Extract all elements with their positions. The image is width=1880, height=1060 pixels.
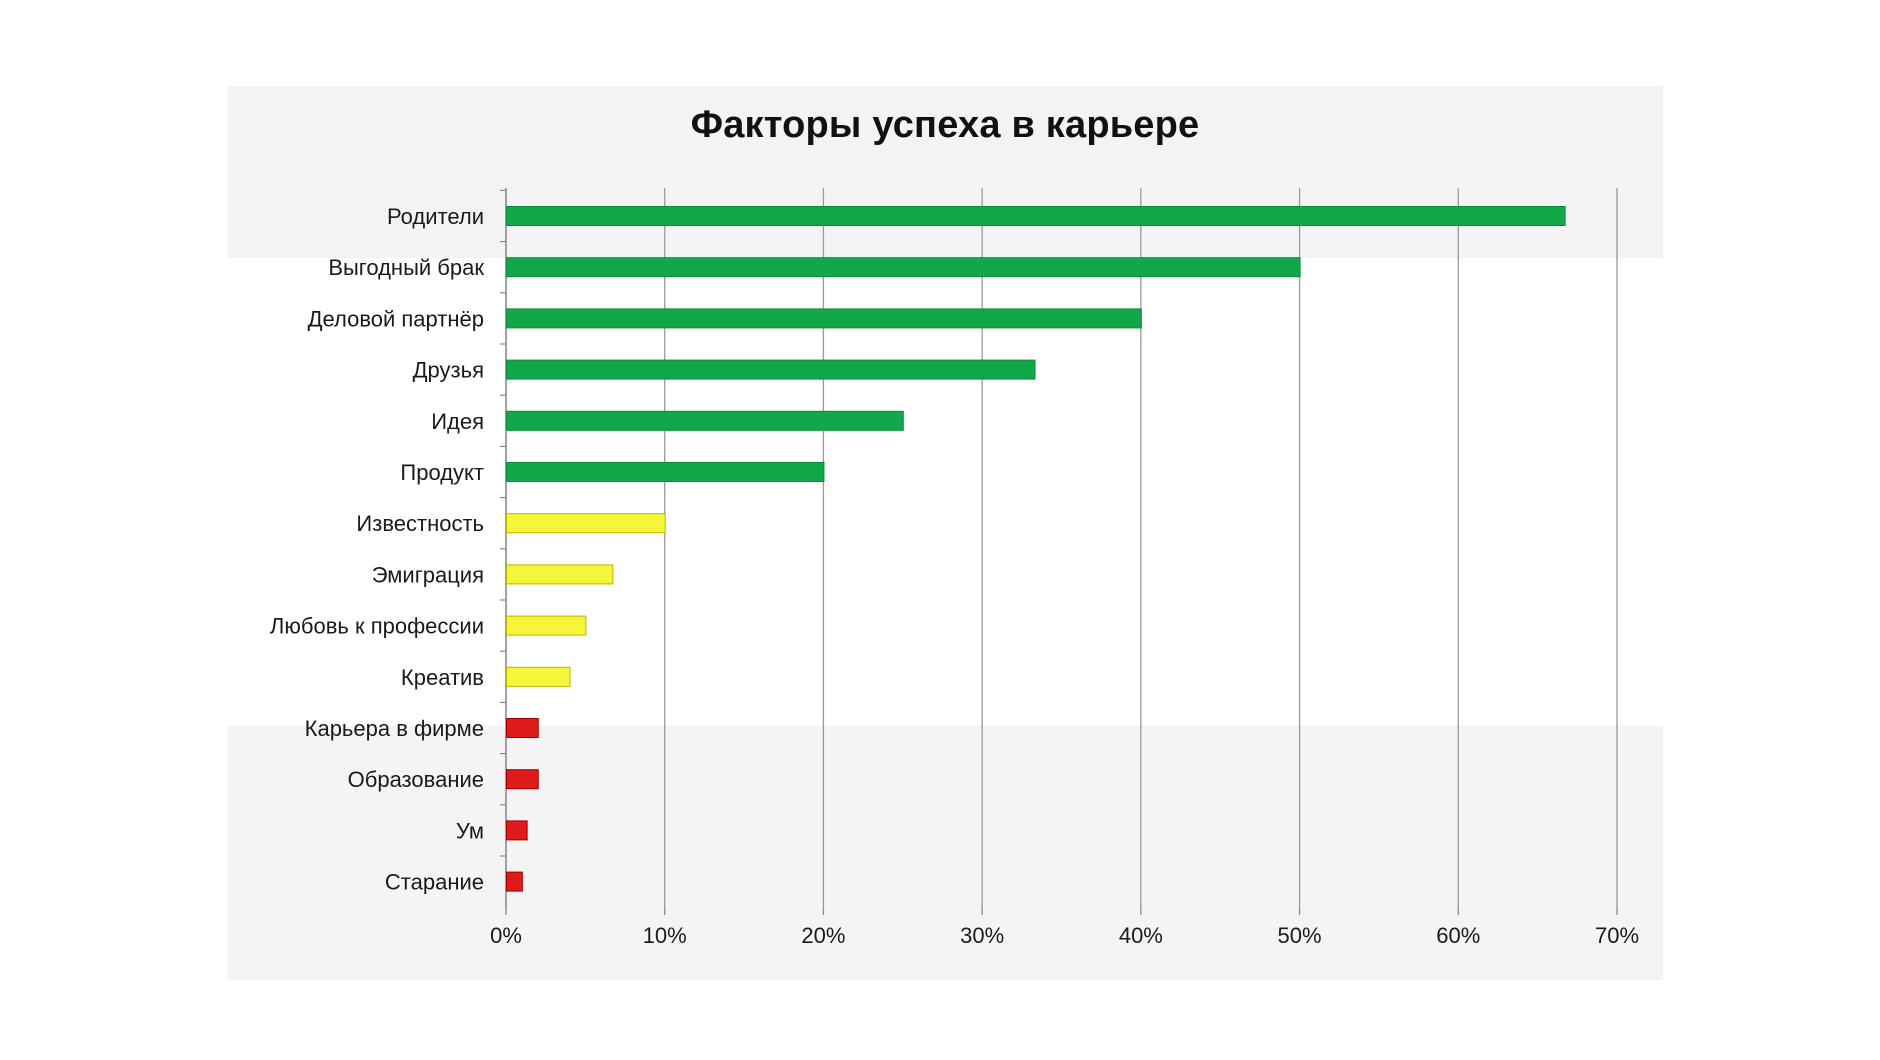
category-label: Деловой партнёр: [308, 306, 484, 331]
category-label: Выгодный брак: [328, 255, 484, 280]
category-label: Продукт: [400, 460, 484, 485]
bar-2: [506, 257, 1301, 278]
category-label: Карьера в фирме: [305, 716, 484, 741]
x-tick-label: 10%: [643, 923, 687, 948]
bar-8: [506, 564, 614, 585]
x-tick-label: 70%: [1595, 923, 1639, 948]
x-tick-label: 40%: [1119, 923, 1163, 948]
category-label: Любовь к профессии: [270, 614, 484, 639]
bar-14: [506, 871, 523, 892]
category-label: Ум: [456, 818, 484, 843]
chart-title: Факторы успеха в карьере: [690, 104, 1200, 146]
bar-9: [506, 615, 587, 636]
x-axis-ticks: 0% 10% 20% 30% 40% 50% 60% 70%: [490, 923, 1639, 948]
x-tick-label: 0%: [490, 923, 522, 948]
gridlines: [500, 188, 1618, 915]
bar-13: [506, 820, 528, 841]
category-label: Старание: [385, 870, 484, 895]
bar-chart: Родители Выгодный брак Деловой партнёр Друз…: [270, 188, 1639, 948]
bar-12: [506, 769, 539, 790]
category-label: Друзья: [413, 358, 484, 383]
category-label: Родители: [387, 204, 484, 229]
bar-11: [506, 718, 539, 738]
category-label: Идея: [431, 409, 484, 434]
panel-footer-band: [227, 726, 1663, 980]
bar-5: [506, 410, 904, 431]
bar-3: [506, 308, 1142, 329]
category-labels: Родители Выгодный брак Деловой партнёр Друз…: [270, 204, 484, 895]
category-label: Известность: [356, 511, 484, 536]
bar-1: [506, 206, 1566, 226]
x-tick-label: 30%: [960, 923, 1004, 948]
bar-10: [506, 666, 571, 687]
category-label: Эмиграция: [372, 562, 484, 587]
panel-header-band: [227, 86, 1663, 258]
x-tick-label: 60%: [1436, 923, 1480, 948]
bar-4: [506, 359, 1036, 380]
bar-7: [506, 513, 666, 534]
x-tick-label: 20%: [801, 923, 845, 948]
bars: [506, 206, 1566, 892]
chart-panel: Факторы успеха в карьере Родители Выгодны…: [227, 86, 1663, 980]
bar-6: [506, 462, 825, 482]
x-tick-label: 50%: [1278, 923, 1322, 948]
category-label: Образование: [348, 767, 484, 792]
category-label: Креатив: [401, 665, 484, 690]
